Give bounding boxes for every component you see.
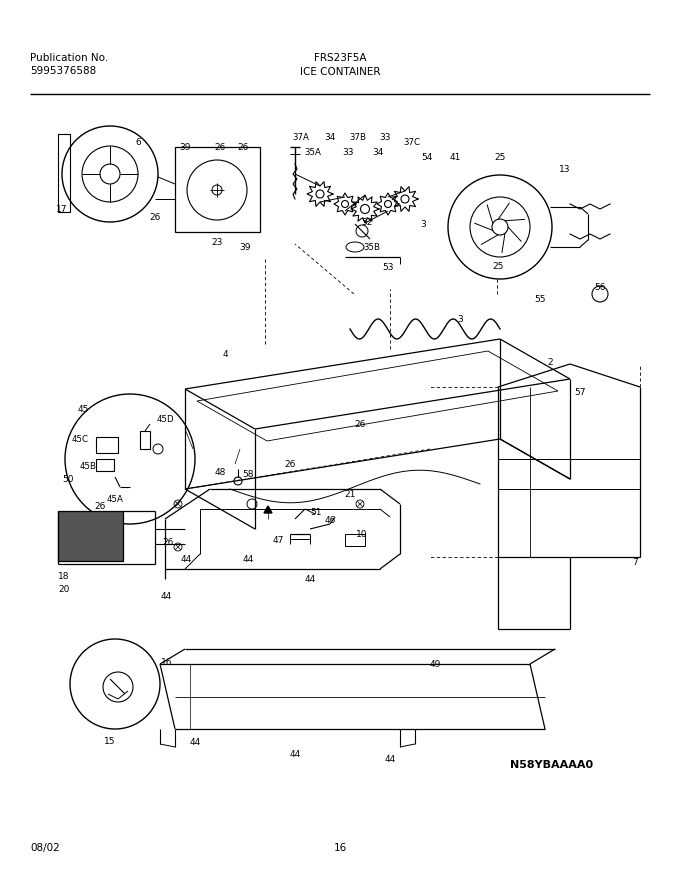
Text: 13: 13	[559, 165, 571, 174]
Text: 33: 33	[342, 148, 354, 156]
Text: 37A: 37A	[292, 133, 309, 142]
Text: 44: 44	[242, 554, 254, 563]
Text: 48: 48	[214, 468, 226, 476]
Text: 7: 7	[632, 557, 638, 567]
Bar	[96, 460, 114, 472]
Text: 21: 21	[344, 489, 356, 499]
Text: 55: 55	[534, 295, 546, 303]
Text: 26: 26	[214, 143, 226, 152]
Text: 44: 44	[160, 591, 171, 600]
Text: 17: 17	[56, 205, 68, 214]
Text: 16: 16	[333, 842, 347, 852]
Text: 5995376588: 5995376588	[30, 66, 97, 76]
Text: 45A: 45A	[107, 494, 124, 503]
Text: 10: 10	[356, 529, 368, 539]
Text: 26: 26	[237, 143, 249, 152]
Text: 23: 23	[211, 238, 222, 247]
Text: 25: 25	[494, 153, 506, 162]
Text: 20: 20	[58, 584, 69, 594]
Text: 3: 3	[420, 220, 426, 229]
Text: 45B: 45B	[80, 461, 97, 470]
Bar	[345, 534, 365, 547]
Bar	[140, 432, 150, 449]
Text: 44: 44	[189, 737, 201, 746]
Text: 34: 34	[324, 133, 336, 142]
Text: 51: 51	[310, 507, 322, 516]
Text: 44: 44	[384, 754, 396, 763]
Text: 53: 53	[382, 262, 394, 272]
Text: 37B: 37B	[350, 133, 367, 142]
Text: 26: 26	[284, 460, 296, 468]
Text: 45: 45	[78, 405, 88, 414]
Text: 25: 25	[492, 262, 504, 270]
Polygon shape	[264, 507, 272, 514]
Text: 26: 26	[95, 501, 105, 510]
Text: 41: 41	[449, 153, 460, 162]
Bar	[58, 512, 123, 561]
Text: 35B: 35B	[364, 242, 381, 252]
Text: 44: 44	[290, 749, 301, 758]
Text: N58YBAAAA0: N58YBAAAA0	[510, 760, 593, 769]
Text: 39: 39	[239, 242, 251, 252]
Text: 44: 44	[305, 574, 316, 583]
Text: 47: 47	[272, 535, 284, 544]
Text: 44: 44	[180, 554, 192, 563]
Text: 26: 26	[354, 420, 366, 428]
Text: FRS23F5A: FRS23F5A	[313, 53, 367, 63]
Text: 26: 26	[150, 213, 160, 222]
Text: 34: 34	[373, 148, 384, 156]
Text: 4: 4	[222, 349, 228, 359]
Text: 49: 49	[429, 660, 441, 668]
Text: 08/02: 08/02	[30, 842, 60, 852]
Text: 33: 33	[379, 133, 391, 142]
Text: 18: 18	[58, 571, 69, 580]
Bar	[175, 148, 260, 233]
Text: 50: 50	[63, 474, 73, 483]
Text: 3: 3	[457, 315, 463, 323]
Text: 2: 2	[547, 357, 553, 367]
Text: 16: 16	[161, 657, 173, 667]
Bar	[96, 437, 118, 454]
Text: 45D: 45D	[156, 415, 174, 423]
Bar	[58, 135, 70, 213]
Text: 54: 54	[422, 153, 432, 162]
Text: 58: 58	[242, 469, 254, 479]
Text: 45C: 45C	[71, 434, 88, 443]
Text: 57: 57	[574, 388, 585, 396]
Text: 37C: 37C	[403, 138, 420, 147]
Text: 56: 56	[594, 282, 606, 292]
Text: ICE CONTAINER: ICE CONTAINER	[300, 67, 380, 77]
Text: 15: 15	[104, 736, 116, 745]
Text: Publication No.: Publication No.	[30, 53, 108, 63]
Text: 46: 46	[324, 515, 336, 524]
Text: 52: 52	[361, 218, 373, 227]
Text: 6: 6	[135, 138, 141, 147]
Text: 35A: 35A	[305, 148, 322, 156]
Text: 26: 26	[163, 537, 173, 547]
Text: 39: 39	[180, 143, 191, 152]
